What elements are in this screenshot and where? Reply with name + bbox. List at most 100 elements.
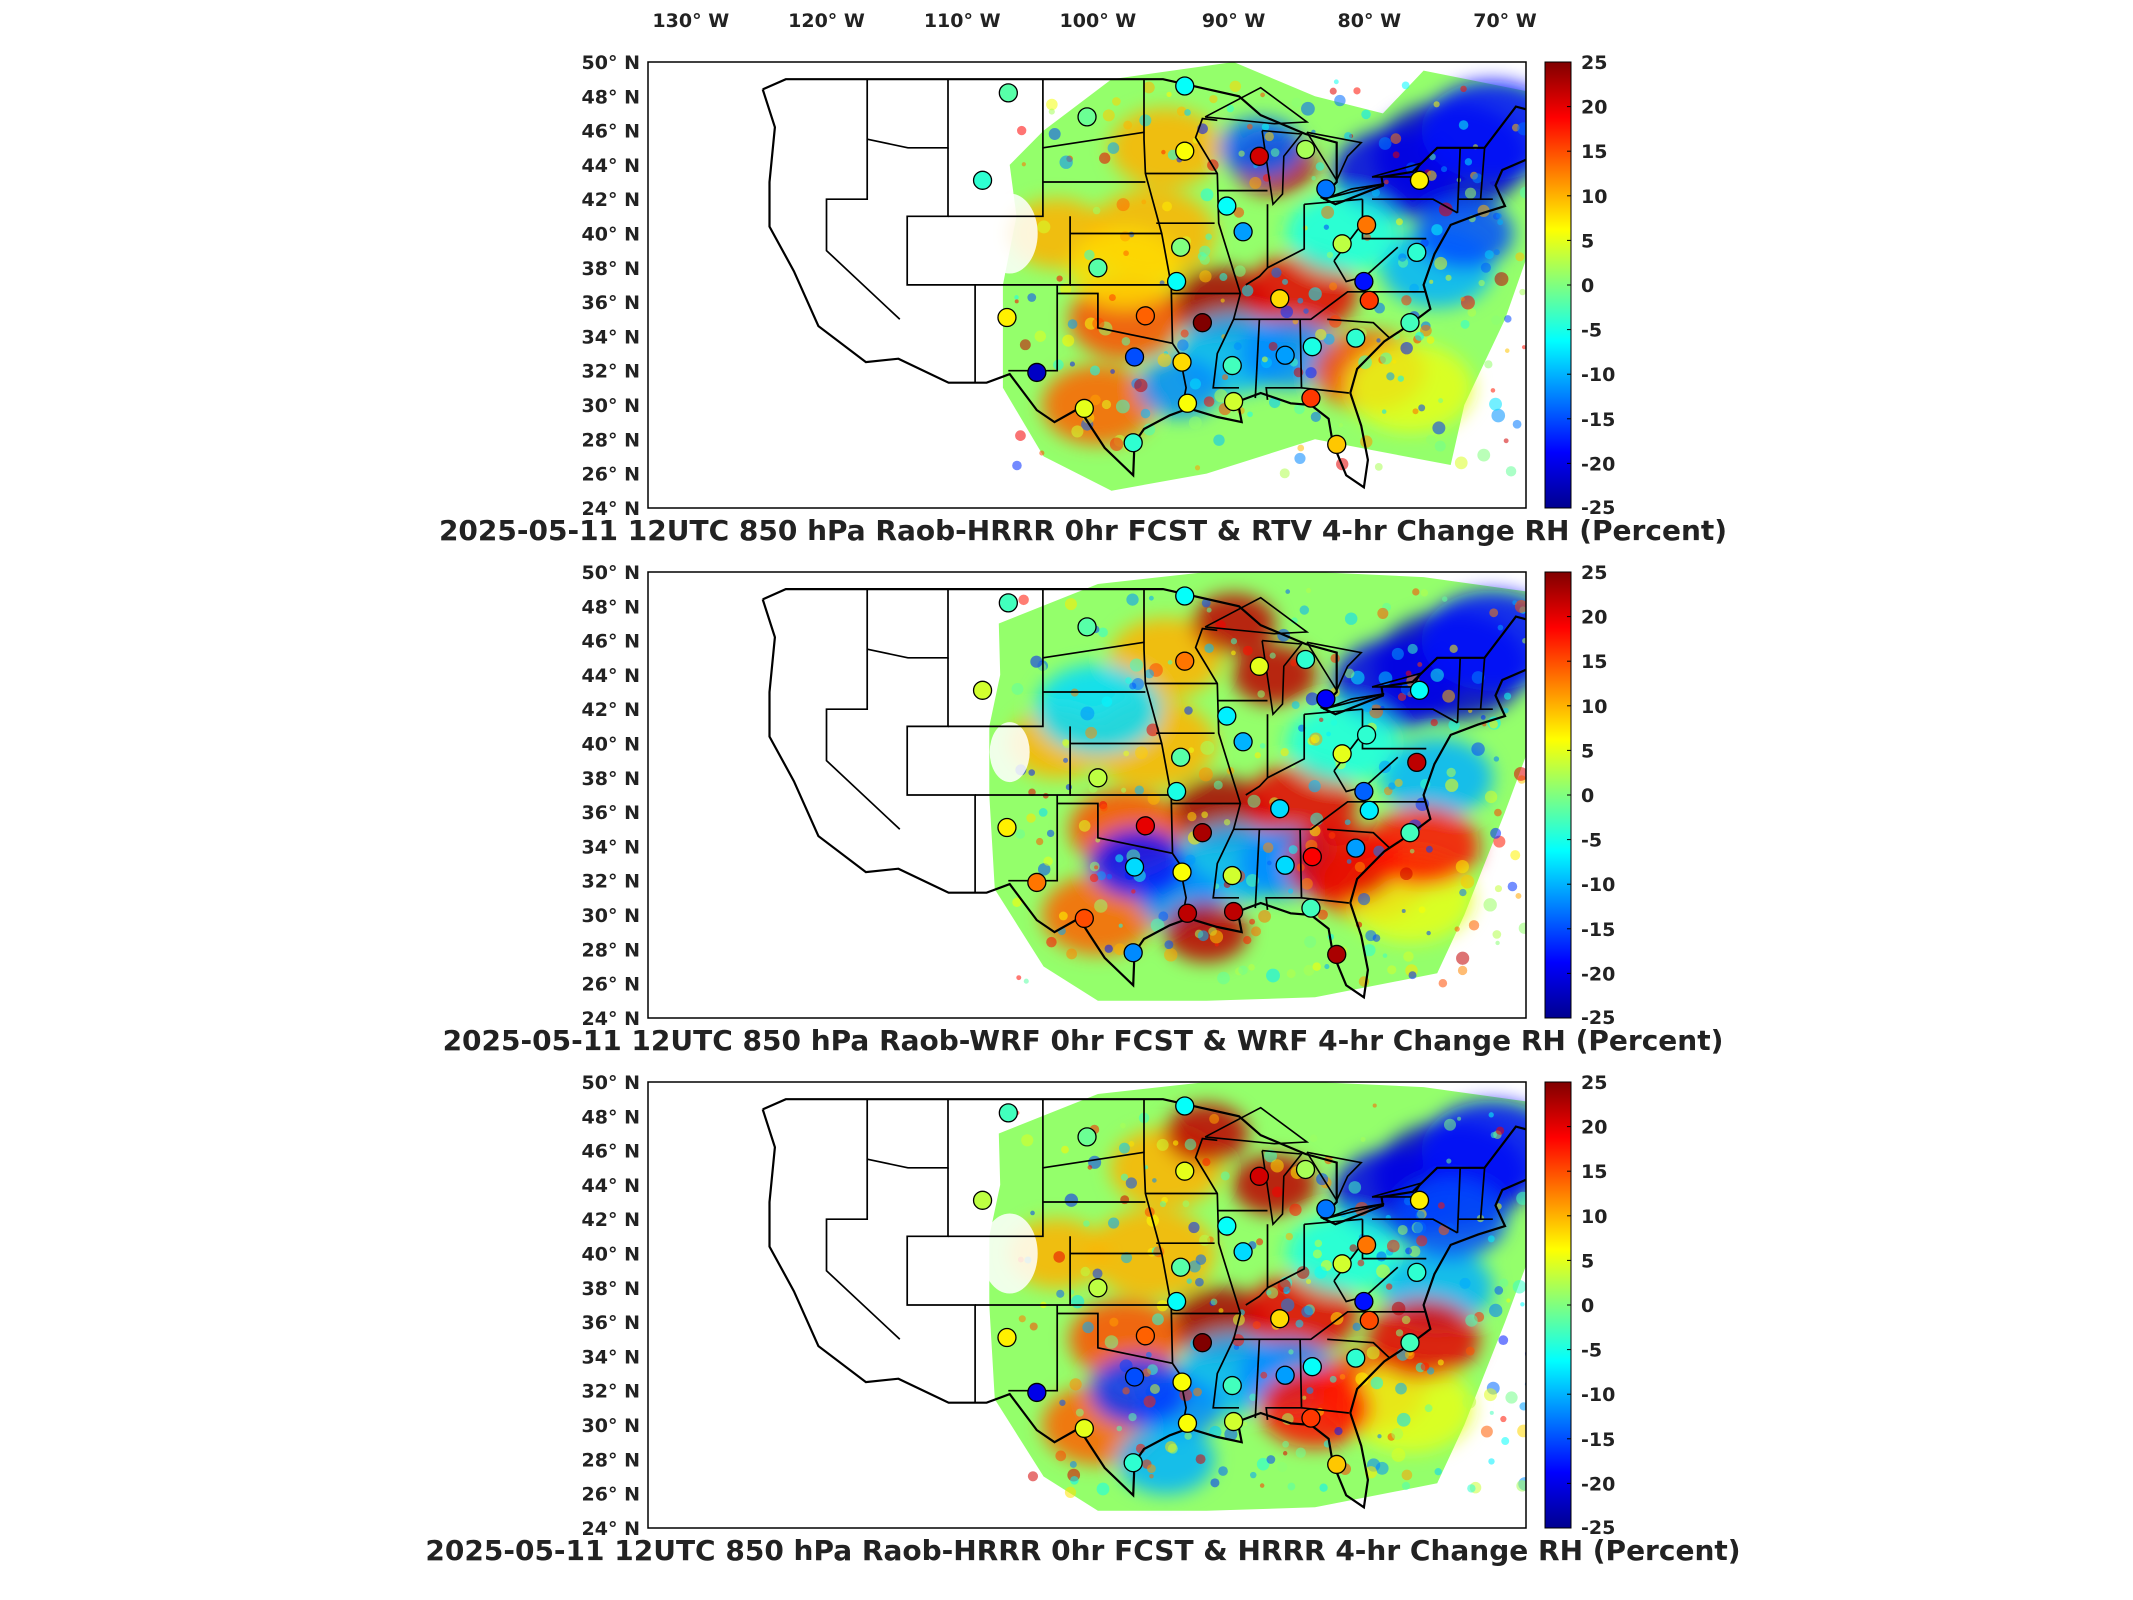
field-speckle — [1531, 258, 1544, 271]
field-speckle — [1230, 638, 1238, 645]
field-speckle — [1386, 1239, 1400, 1253]
map-frame — [647, 1081, 1527, 1529]
lake-outline — [1261, 1149, 1304, 1227]
raob-station-marker — [1177, 1413, 1198, 1433]
field-speckle — [1395, 1329, 1404, 1337]
colorbar-gradient — [1544, 61, 1572, 509]
field-speckle — [1199, 1234, 1211, 1246]
field-speckle — [1249, 1393, 1257, 1401]
field-blob — [1259, 1367, 1372, 1448]
latitude-label: 26° N — [582, 974, 640, 996]
field-speckle — [1512, 419, 1522, 429]
field-speckle — [1039, 450, 1045, 456]
field-blob — [1286, 193, 1399, 274]
field-speckle — [1209, 94, 1218, 104]
field-speckle — [1011, 682, 1024, 695]
field-speckle — [1203, 396, 1215, 407]
field-speckle — [1377, 607, 1389, 619]
lake-outline — [1261, 129, 1304, 207]
field-speckle — [1092, 1268, 1103, 1279]
field-speckle — [1528, 457, 1535, 464]
field-speckle — [1123, 120, 1133, 130]
field-speckle — [1261, 356, 1268, 363]
field-speckle — [1478, 279, 1485, 287]
field-speckle — [1188, 416, 1202, 430]
field-speckle — [1494, 272, 1509, 286]
field-speckle — [1374, 463, 1383, 471]
field-speckle — [1260, 92, 1265, 98]
latitude-label: 42° N — [582, 1209, 640, 1231]
state-boundary — [948, 1099, 1044, 1238]
field-speckle — [1494, 808, 1502, 817]
raob-station-marker — [1074, 908, 1094, 929]
field-speckle — [1180, 329, 1189, 338]
field-speckle — [1510, 850, 1521, 861]
state-boundary — [1265, 1339, 1303, 1420]
colorbar-tick-label: -20 — [1581, 1473, 1615, 1495]
raob-station-marker — [1166, 781, 1187, 802]
field-speckle — [1140, 408, 1151, 419]
field-speckle — [1465, 1346, 1475, 1356]
field-speckle — [1310, 411, 1321, 422]
raob-station-marker — [1346, 838, 1366, 858]
field-speckle — [1201, 811, 1209, 819]
field-speckle — [1139, 114, 1152, 127]
field-speckle — [1102, 109, 1115, 122]
field-speckle — [1281, 1298, 1295, 1312]
field-speckle — [1493, 249, 1500, 256]
field-speckle — [1397, 375, 1405, 382]
field-speckle — [1209, 930, 1224, 944]
raob-station-marker — [1359, 1310, 1379, 1331]
field-speckle — [1401, 81, 1410, 90]
field-speckle — [1134, 378, 1148, 393]
field-speckle — [1157, 353, 1172, 368]
field-speckle — [1087, 1165, 1093, 1170]
raob-station-marker — [1400, 823, 1420, 843]
field-speckle — [1080, 1266, 1091, 1277]
field-speckle — [1125, 677, 1132, 684]
raob-station-marker — [1172, 1372, 1192, 1392]
field-speckle — [1484, 360, 1493, 369]
field-speckle — [1021, 162, 1026, 167]
state-boundary — [1057, 292, 1173, 345]
raob-station-marker — [1270, 289, 1290, 309]
state-boundary — [1194, 627, 1242, 899]
field-speckle — [1185, 854, 1196, 866]
field-speckle — [1326, 251, 1334, 259]
latitude-label: 50° N — [582, 52, 640, 74]
field-speckle — [1270, 148, 1280, 157]
field-speckle — [1290, 659, 1298, 667]
field-speckle — [1319, 1483, 1328, 1492]
field-speckle — [1420, 589, 1429, 597]
colorbar-tick-label: 5 — [1581, 1250, 1594, 1272]
raob-station-marker — [1316, 1199, 1336, 1219]
field-speckle — [1314, 1266, 1327, 1279]
field-speckle — [1371, 188, 1380, 197]
field-speckle — [1166, 91, 1172, 98]
field-speckle — [1348, 1181, 1362, 1194]
field-speckle — [1059, 155, 1073, 169]
field-speckle — [1285, 1232, 1293, 1241]
state-boundary — [1057, 1312, 1173, 1365]
field-speckle — [1019, 339, 1031, 351]
longitude-label: 120° W — [788, 10, 865, 32]
field-speckle — [1282, 278, 1289, 285]
field-speckle — [1188, 1221, 1200, 1234]
rh-change-field — [989, 572, 1526, 1001]
field-speckle — [1353, 87, 1361, 95]
panel-title: 2025-05-11 12UTC 850 hPa Raob-WRF 0hr FC… — [443, 1024, 1724, 1057]
field-speckle — [1107, 142, 1120, 154]
field-speckle — [1064, 1486, 1077, 1498]
state-boundary — [1327, 1338, 1391, 1359]
field-blob — [1245, 763, 1358, 844]
latitude-label: 28° N — [582, 1449, 640, 1471]
field-speckle — [1038, 808, 1048, 817]
latitude-label: 48° N — [582, 1106, 640, 1128]
field-speckle — [1369, 704, 1384, 719]
raob-station-marker — [1177, 903, 1198, 923]
state-boundary — [1265, 829, 1303, 910]
field-speckle — [1062, 739, 1070, 746]
state-boundary — [1372, 198, 1458, 214]
field-speckle — [1310, 812, 1324, 826]
field-speckle — [1202, 1157, 1211, 1167]
